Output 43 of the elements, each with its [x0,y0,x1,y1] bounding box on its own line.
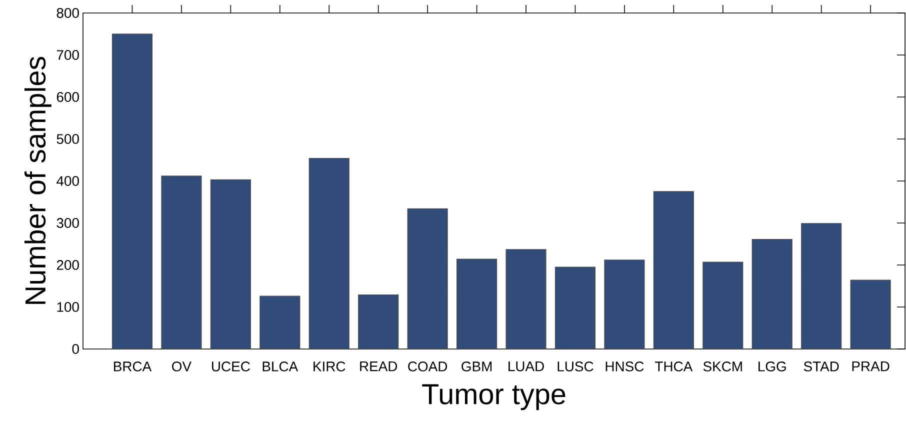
bar [702,262,743,349]
bar [408,208,448,349]
y-tick-label: 100 [57,302,79,312]
x-tick-label: PRAD [852,362,890,372]
x-tick-label: BRCA [114,362,152,372]
x-tick-label: OV [172,362,192,372]
bar [801,223,842,349]
bar [850,280,891,349]
x-tick-label: HNSC [606,362,644,372]
x-tick-label: GBM [462,362,492,372]
x-tick-label: BLCA [262,362,298,372]
y-axis-title: Number of samples [24,56,52,304]
y-tick-label: 500 [56,134,79,144]
bar [456,259,497,349]
bar [752,239,792,349]
x-tick-label: LUSC [558,362,594,372]
y-tick-label: 600 [56,92,79,102]
x-tick-label: READ [360,362,398,372]
bar [555,267,596,349]
x-tick-label: SKCM [703,362,742,372]
bar [162,176,202,349]
x-tick-label: LUAD [508,362,544,372]
x-tick-label: LGG [758,362,786,372]
x-tick-label: THCA [655,362,693,372]
y-tick-label: 700 [56,50,79,60]
bar [506,249,546,349]
bar [654,192,694,349]
y-tick-label: 300 [56,218,79,228]
x-tick-label: STAD [804,362,839,372]
y-tick-label: 0 [72,344,79,354]
y-tick-label: 200 [56,260,79,270]
x-tick-label: COAD [408,362,448,372]
y-tick-label: 400 [56,176,79,186]
x-axis-title: Tumor type [422,384,566,410]
x-tick-label: KIRC [314,362,346,372]
bar [210,180,251,349]
bar [309,158,350,349]
x-tick-label: UCEC [212,362,250,372]
bar [112,34,152,349]
y-tick-label: 800 [56,8,79,18]
bar [358,294,398,349]
bar [604,260,644,349]
bar [260,296,300,349]
